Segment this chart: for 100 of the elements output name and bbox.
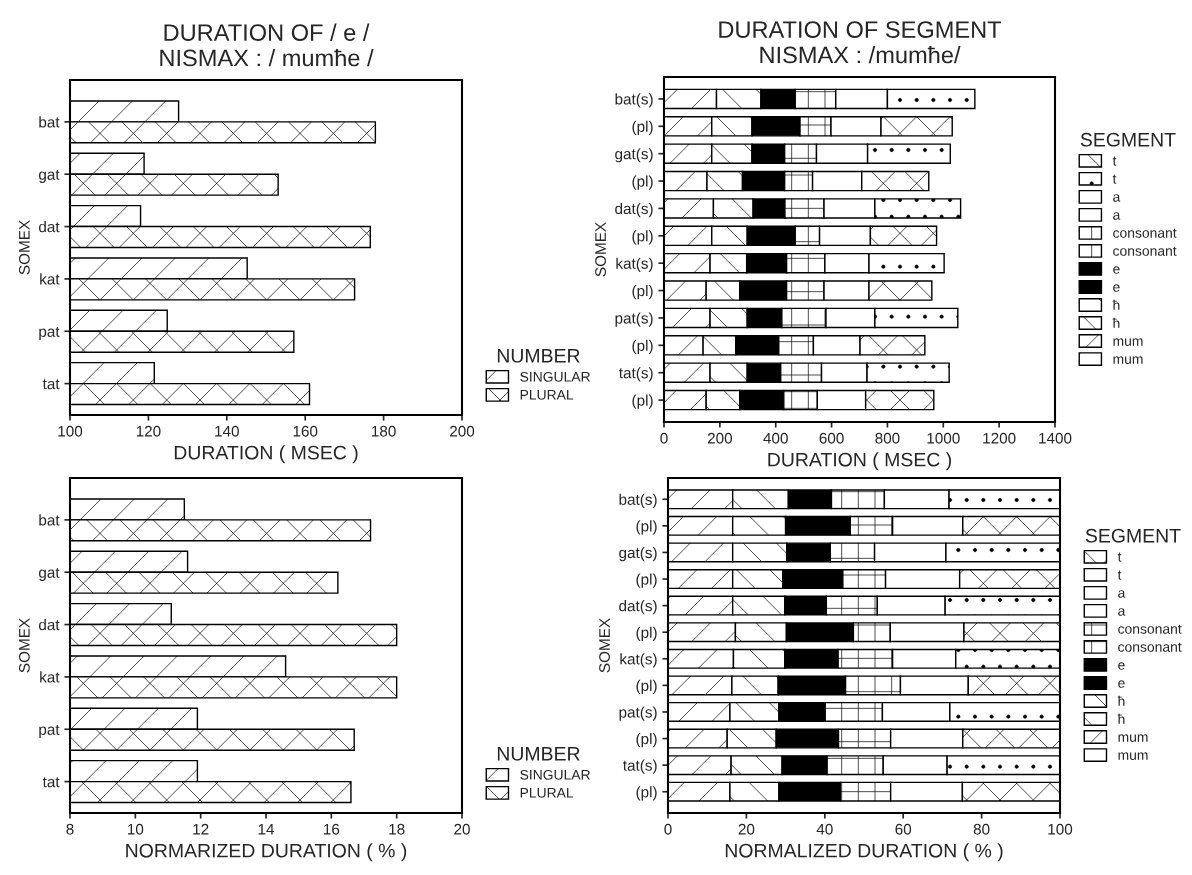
legend-label: t [1117, 570, 1122, 580]
y-tick-label: gat [38, 169, 60, 183]
legend-label: ħ [1117, 713, 1125, 724]
y-tick-label: (pl) [632, 120, 653, 135]
x-axis-title: DURATION ( MSEC ) [768, 452, 952, 471]
chart-title: DURATION OF SEGMENT NISMAX : /mumħe/ [719, 21, 1002, 64]
x-tick-label: 14 [258, 823, 275, 835]
x-tick-label: 16 [324, 823, 340, 835]
legend-label: e [1118, 680, 1125, 688]
y-tick-label: (pl) [636, 733, 657, 748]
x-tick-label: 200 [450, 425, 475, 437]
y-tick-label: tat [42, 777, 60, 788]
y-tick-label: bat [39, 514, 60, 526]
legend-label: mum [1118, 734, 1148, 742]
y-axis-title: SOMEX [599, 618, 610, 673]
legend-label: a [1113, 194, 1121, 202]
x-tick-label: 18 [389, 823, 405, 835]
chart-title: DURATION OF / e / NISMAX : / mumħe / [160, 23, 374, 67]
y-tick-label: (pl) [632, 394, 653, 409]
y-tick-label: kat [40, 671, 60, 683]
y-tick-label: kat [40, 273, 60, 285]
legend-label: e [1113, 266, 1120, 274]
x-tick-label: 1400 [1039, 432, 1072, 444]
legend-label: t [1112, 156, 1117, 166]
x-tick-label: 0 [660, 432, 668, 444]
legend-title: NUMBER [497, 747, 580, 761]
legend-label: mum [1113, 338, 1143, 346]
y-tick-label: (pl) [636, 573, 657, 588]
y-tick-label: (pl) [636, 626, 657, 641]
y-tick-label: bat(s) [619, 493, 657, 508]
x-tick-label: 40 [816, 823, 833, 835]
x-tick-label: 8 [66, 823, 74, 835]
legend-label: PLURAL [520, 390, 574, 400]
legend-label: e [1118, 662, 1125, 670]
y-tick-label: pat(s) [619, 706, 657, 721]
y-tick-label: dat(s) [615, 202, 653, 218]
x-tick-label: 800 [875, 432, 900, 444]
y-tick-label: gat(s) [615, 148, 653, 163]
legend-label: mum [1113, 356, 1143, 364]
y-tick-label: kat(s) [620, 653, 657, 668]
y-tick-label: dat [38, 619, 60, 631]
y-axis-title: SOMEX [595, 222, 606, 277]
x-tick-label: 120 [136, 425, 161, 437]
legend-label: PLURAL [520, 788, 574, 798]
y-tick-label: (pl) [636, 679, 657, 695]
y-tick-label: (pl) [632, 285, 653, 300]
legend-label: consonant [1118, 624, 1182, 634]
y-tick-label: gat(s) [619, 546, 657, 562]
legend-label: SINGULAR [520, 769, 590, 780]
legend-title: NUMBER [497, 349, 580, 363]
x-tick-label: 10 [128, 823, 144, 835]
legend-label: consonant [1113, 246, 1177, 256]
x-tick-label: 200 [707, 432, 733, 444]
legend-label: ħ [1117, 695, 1125, 706]
y-tick-label: (pl) [636, 786, 657, 801]
y-tick-label: dat(s) [619, 600, 657, 615]
y-tick-label: pat [39, 326, 60, 340]
legend-label: mum [1118, 752, 1148, 760]
legend-label: t [1112, 174, 1117, 184]
y-tick-label: (pl) [632, 339, 653, 355]
x-tick-label: 180 [372, 425, 396, 437]
legend-label: a [1113, 212, 1121, 220]
y-tick-label: pat(s) [615, 312, 653, 327]
y-tick-label: tat(s) [619, 367, 653, 382]
x-tick-label: 400 [763, 432, 788, 444]
x-tick-label: 80 [973, 823, 990, 835]
x-tick-label: 20 [738, 823, 755, 835]
y-tick-label: tat(s) [623, 759, 657, 774]
y-axis-title: SOMEX [18, 618, 30, 673]
legend-label: e [1113, 284, 1120, 292]
x-axis-title: NORMALIZED DURATION ( % ) [725, 843, 1003, 862]
legend-label: ħ [1112, 317, 1120, 328]
y-tick-label: pat [39, 724, 60, 738]
legend-label: a [1118, 590, 1126, 598]
x-tick-label: 60 [895, 823, 912, 835]
legend-label: a [1118, 608, 1126, 616]
y-tick-label: kat(s) [616, 257, 653, 272]
legend-label: consonant [1113, 228, 1177, 238]
x-tick-label: 12 [193, 823, 209, 835]
y-tick-label: tat [42, 379, 60, 390]
x-tick-label: 160 [293, 425, 318, 437]
x-tick-label: 0 [664, 823, 672, 835]
y-tick-label: (pl) [632, 175, 653, 190]
legend-label: ħ [1112, 299, 1120, 310]
x-axis-title: DURATION ( MSEC ) [174, 445, 358, 464]
y-tick-label: (pl) [632, 230, 653, 245]
x-tick-label: 1000 [927, 432, 960, 444]
legend-label: t [1117, 552, 1122, 562]
x-tick-label: 100 [58, 425, 83, 437]
legend-label: consonant [1118, 642, 1182, 652]
x-tick-label: 140 [215, 425, 239, 437]
legend-label: SINGULAR [520, 371, 590, 382]
y-tick-label: dat [38, 221, 60, 233]
x-tick-label: 1200 [983, 432, 1016, 444]
y-axis-title: SOMEX [18, 220, 30, 275]
x-tick-label: 100 [1048, 823, 1073, 835]
x-tick-label: 600 [819, 432, 844, 444]
y-tick-label: bat(s) [615, 93, 653, 108]
x-tick-label: 20 [454, 823, 470, 835]
y-tick-label: (pl) [636, 520, 657, 535]
